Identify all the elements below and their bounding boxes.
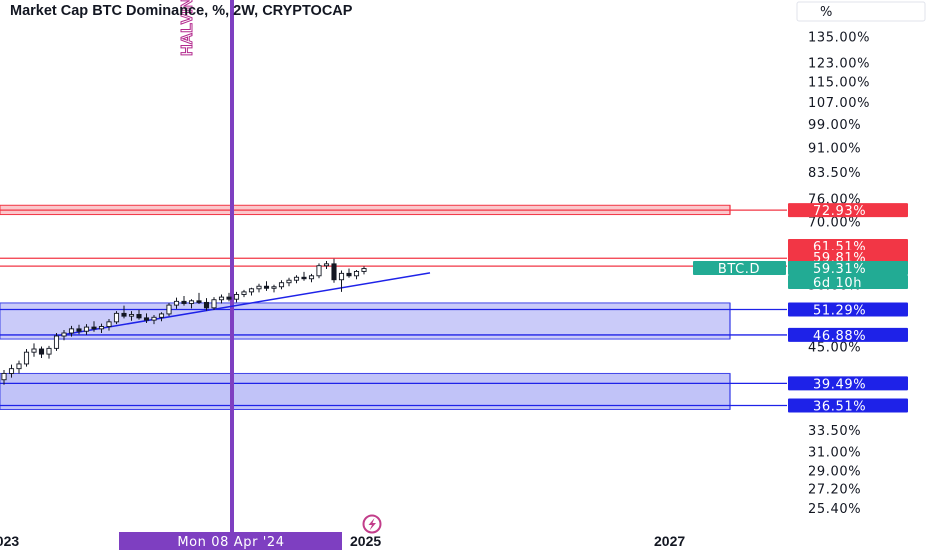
candle-body[interactable] <box>256 285 262 290</box>
candle-body[interactable] <box>203 301 210 309</box>
candle-body[interactable] <box>38 348 45 355</box>
candle-body[interactable] <box>113 312 120 323</box>
candle-body[interactable] <box>83 326 90 332</box>
y-tick-label: 45.00% <box>808 340 861 355</box>
candle-body[interactable] <box>271 286 277 289</box>
candle-body[interactable] <box>346 272 352 277</box>
candle-body[interactable] <box>338 272 345 281</box>
chart-title: Market Cap BTC Dominance, %, 2W, CRYPTOC… <box>10 3 353 19</box>
candle-body[interactable] <box>8 368 15 374</box>
candle-body[interactable] <box>23 351 30 365</box>
scale-mode-box[interactable] <box>796 1 926 22</box>
candle-body[interactable] <box>218 296 225 301</box>
candle-body[interactable] <box>158 313 165 318</box>
candle-body[interactable] <box>1 373 7 381</box>
y-tick-label: 70.00% <box>808 216 861 231</box>
price-tag-bg <box>788 203 908 218</box>
price-tag-label: 6d 10h <box>813 276 862 291</box>
candle-body[interactable] <box>98 326 105 330</box>
candle-body[interactable] <box>233 294 240 300</box>
price-tag-bg <box>788 261 908 275</box>
candle-body[interactable] <box>151 316 157 321</box>
price-tags-layer: 72.93%61.51%59.81%59.31%6d 10h51.29%46.8… <box>693 203 908 415</box>
symbol-tag-label: BTC.D <box>718 262 760 277</box>
candle-body[interactable] <box>46 347 52 355</box>
price-tag-bg <box>788 239 908 253</box>
candle-body[interactable] <box>361 268 367 272</box>
y-tick-label: 123.00% <box>808 57 870 72</box>
price-tag-label: 46.88% <box>813 329 866 344</box>
candle-body[interactable] <box>308 275 315 280</box>
crosshair-date-bg <box>119 532 342 550</box>
zone-2 <box>0 372 731 410</box>
candle-body[interactable] <box>188 300 195 304</box>
candle-body[interactable] <box>181 300 187 304</box>
candle-body[interactable] <box>353 270 360 277</box>
candles-layer[interactable] <box>1 258 367 385</box>
candle-body[interactable] <box>226 296 232 300</box>
candle-body[interactable] <box>53 335 60 349</box>
candle-body[interactable] <box>286 279 292 284</box>
price-tag-bg <box>788 327 908 342</box>
y-tick-label: 107.00% <box>808 96 870 111</box>
price-tag-label: 59.31% <box>813 262 866 277</box>
candle-body[interactable] <box>76 328 82 332</box>
horizontal-lines-layer[interactable] <box>0 209 787 407</box>
replay-icon[interactable] <box>362 514 382 534</box>
candle-body[interactable] <box>61 332 67 337</box>
candle-body[interactable] <box>316 265 322 277</box>
candle-body[interactable] <box>248 288 255 293</box>
x-axis-label: 2023 <box>0 533 19 549</box>
y-tick-label: 29.00% <box>808 465 861 480</box>
candle-body[interactable] <box>293 276 300 281</box>
time-axis: 2023 2025 2027 <box>0 533 685 549</box>
symbol-tag-bg <box>693 261 786 275</box>
candle-body[interactable] <box>68 328 75 334</box>
trendline-layer[interactable] <box>58 272 431 337</box>
crosshair-date-label: Mon 08 Apr '24 <box>177 535 284 550</box>
y-tick-label: 99.00% <box>808 118 861 133</box>
y-tick-label: 83.50% <box>808 166 861 181</box>
y-tick-label: 135.00% <box>808 30 870 45</box>
x-axis-label: 2027 <box>654 533 685 549</box>
price-tag-label: 51.29% <box>813 304 866 319</box>
candle-body[interactable] <box>301 276 307 280</box>
candle-body[interactable] <box>331 263 337 281</box>
price-tag-label: 39.49% <box>813 377 866 392</box>
candle-body[interactable] <box>196 300 202 303</box>
trendline[interactable] <box>58 272 431 337</box>
y-tick-label: 31.00% <box>808 446 861 461</box>
y-tick-label: 115.00% <box>808 76 870 91</box>
candle-body[interactable] <box>143 317 150 321</box>
candle-body[interactable] <box>211 299 217 309</box>
x-axis-label: 2025 <box>350 533 381 549</box>
candle-body[interactable] <box>91 326 97 330</box>
halving-marker-label: HALVING <box>179 0 196 56</box>
price-tag-bg <box>788 302 908 317</box>
candle-body[interactable] <box>323 263 330 267</box>
scale-mode-label: % <box>820 5 833 20</box>
candle-body[interactable] <box>121 312 127 317</box>
price-tag-bg <box>788 376 908 391</box>
candle-body[interactable] <box>136 314 142 319</box>
candle-body[interactable] <box>31 348 37 353</box>
y-tick-label: 33.50% <box>808 424 861 439</box>
price-tag-bg <box>788 398 908 413</box>
price-tag-bg <box>788 275 908 289</box>
y-tick-label: 27.20% <box>808 483 861 498</box>
candle-body[interactable] <box>106 321 112 327</box>
candle-body[interactable] <box>173 300 180 306</box>
price-tag-bg <box>788 250 908 264</box>
candle-body[interactable] <box>278 282 285 288</box>
candle-body[interactable] <box>241 291 247 295</box>
price-tag-label: 72.93% <box>813 204 866 219</box>
candle-body[interactable] <box>128 314 135 317</box>
candle-body[interactable] <box>16 363 22 370</box>
y-tick-label: 25.40% <box>808 502 861 517</box>
candle-body[interactable] <box>166 304 172 315</box>
y-tick-label: 91.00% <box>808 142 861 157</box>
price-tag-label: 36.51% <box>813 400 866 415</box>
candle-body[interactable] <box>263 285 270 289</box>
